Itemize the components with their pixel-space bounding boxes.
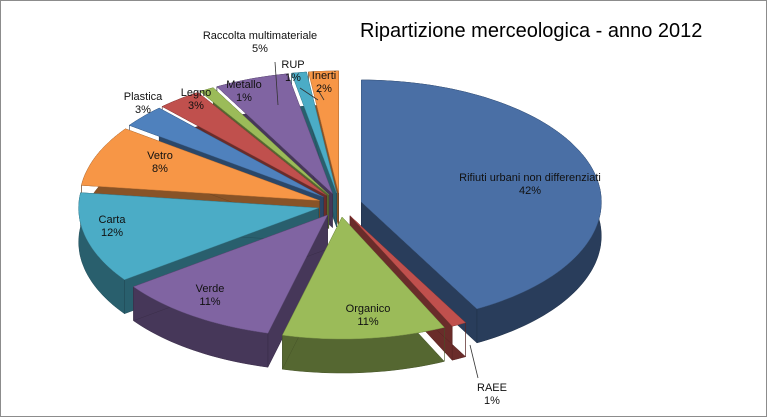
slice: [216, 73, 333, 194]
data-label: Plastica 3%: [124, 91, 163, 117]
slice: [81, 128, 320, 201]
value-label: 2%: [316, 83, 332, 95]
leader-line: [317, 89, 325, 101]
data-label: RAEE 1%: [477, 382, 507, 408]
category-label: Rifiuti urbani non differenziati: [459, 172, 601, 184]
slice: [132, 214, 329, 334]
value-label: 11%: [357, 316, 379, 328]
slice: [349, 215, 467, 327]
slice: [282, 216, 445, 340]
value-label: 11%: [199, 296, 221, 308]
slice: [161, 92, 327, 196]
slice: [78, 192, 319, 280]
category-label: Verde: [195, 283, 225, 295]
value-label: 5%: [252, 43, 268, 55]
value-label: 8%: [152, 163, 168, 175]
data-label: Carta 12%: [99, 214, 126, 240]
category-label: RAEE: [477, 382, 507, 394]
category-label: Legno: [180, 87, 212, 99]
value-label: 3%: [135, 104, 151, 116]
category-label: Organico: [345, 303, 391, 315]
leader-line: [299, 87, 319, 101]
data-label: Verde 11%: [196, 283, 225, 309]
slice: [361, 79, 602, 310]
leader-line: [274, 61, 279, 106]
data-label: Vetro 8%: [147, 150, 173, 176]
category-label: Inerti: [311, 70, 337, 82]
category-label: Metallo: [226, 79, 262, 91]
category-label: RUP: [281, 59, 305, 71]
slice: [128, 107, 324, 198]
data-label: RUP 1%: [281, 59, 304, 85]
leader-line: [469, 344, 479, 379]
category-label: Carta: [98, 214, 126, 226]
value-label: 42%: [518, 185, 542, 197]
value-label: 1%: [285, 72, 301, 84]
data-label: Raccolta multimateriale 5%: [203, 30, 317, 56]
data-label: Metallo 1%: [226, 79, 261, 105]
data-label: Organico 11%: [346, 303, 391, 329]
value-label: 3%: [188, 100, 204, 112]
slice: [291, 71, 337, 194]
category-label: Raccolta multimateriale: [202, 30, 318, 42]
chart-title: Ripartizione merceologica - anno 2012: [360, 20, 703, 42]
category-label: Vetro: [147, 150, 173, 162]
value-label: 12%: [100, 227, 124, 239]
data-label: Rifiuti urbani non differenziati 42%: [459, 172, 601, 198]
value-label: 1%: [484, 395, 500, 407]
slice: [199, 87, 329, 195]
slice: [308, 70, 339, 193]
data-label: Legno 3%: [181, 87, 212, 113]
category-label: Plastica: [123, 91, 163, 103]
data-label: Inerti 2%: [312, 70, 336, 96]
value-label: 1%: [236, 92, 252, 104]
